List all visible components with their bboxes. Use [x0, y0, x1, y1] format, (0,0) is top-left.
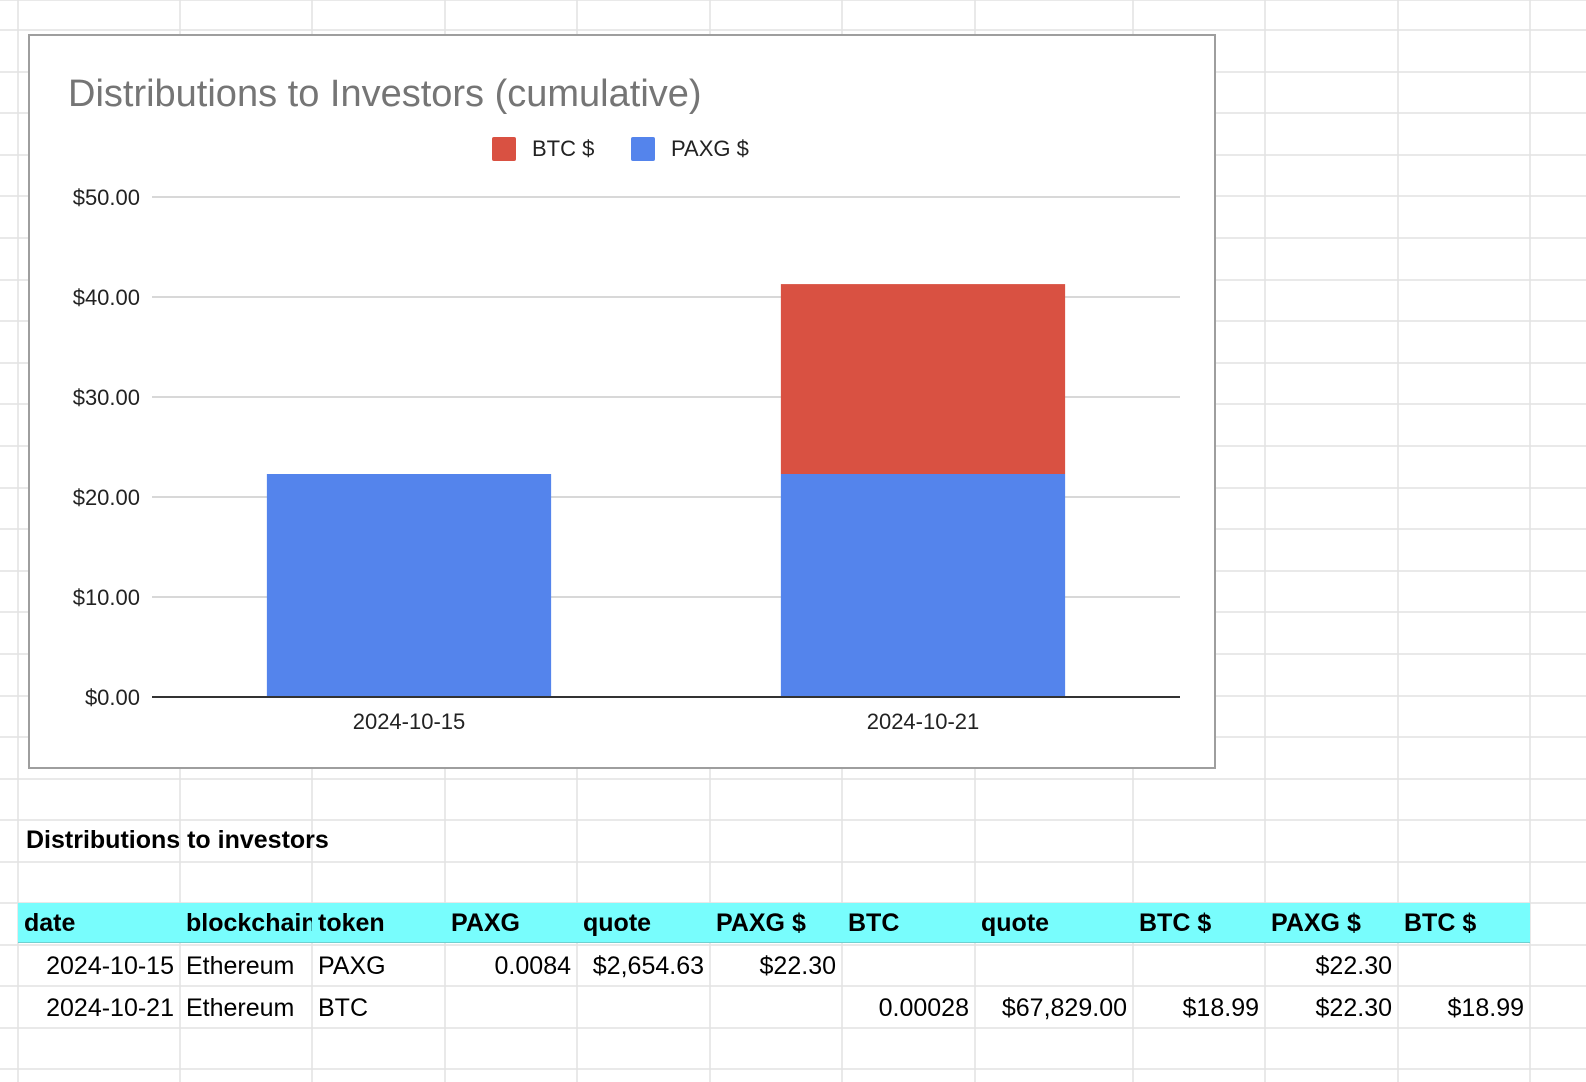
table-cell[interactable]: PAXG: [318, 952, 386, 980]
y-tick-label: $20.00: [73, 485, 140, 510]
bar-paxg-2024-10-15[interactable]: [266, 474, 552, 697]
header-cell[interactable]: BTC: [848, 909, 900, 937]
table-cell[interactable]: BTC: [318, 994, 368, 1022]
header-cell[interactable]: PAXG: [451, 909, 520, 937]
y-tick-label: $50.00: [73, 185, 140, 210]
table-cell[interactable]: $22.30: [1315, 994, 1392, 1022]
chart-container[interactable]: Distributions to Investors (cumulative) …: [28, 34, 1216, 769]
table-cell[interactable]: 0.00028: [878, 994, 969, 1022]
table-cell[interactable]: [975, 946, 1133, 986]
header-cell[interactable]: blockchain: [186, 909, 312, 937]
bar-paxg-2024-10-21[interactable]: [780, 474, 1066, 697]
header-cell[interactable]: token: [318, 909, 385, 937]
y-tick-label: $40.00: [73, 285, 140, 310]
table-cell[interactable]: $2,654.63: [592, 952, 704, 980]
table-cell[interactable]: [842, 946, 975, 986]
header-cell[interactable]: date: [24, 909, 76, 937]
y-axis-ticks: $0.00 $10.00 $20.00 $30.00 $40.00 $50.00: [73, 185, 140, 710]
header-cell[interactable]: quote: [981, 909, 1050, 937]
legend-label: PAXG $: [671, 136, 749, 161]
section-title: Distributions to investors: [26, 826, 329, 854]
table-cell[interactable]: 2024-10-15: [46, 952, 174, 980]
table-cell[interactable]: [1133, 946, 1265, 986]
chart-legend: BTC $ PAXG $: [492, 136, 749, 161]
table-cell[interactable]: [445, 988, 577, 1028]
table-cell[interactable]: [710, 988, 842, 1028]
table-cell[interactable]: Ethereum: [186, 952, 295, 980]
x-tick-label: 2024-10-15: [353, 709, 466, 734]
header-cell[interactable]: PAXG $: [716, 909, 806, 937]
bar-btc-2024-10-21[interactable]: [780, 284, 1066, 474]
y-tick-label: $10.00: [73, 585, 140, 610]
stacked-bar-chart: Distributions to Investors (cumulative) …: [68, 73, 1180, 734]
legend-swatch: [631, 137, 655, 161]
x-tick-label: 2024-10-21: [867, 709, 980, 734]
table-cell[interactable]: Ethereum: [186, 994, 295, 1022]
header-cell[interactable]: PAXG $: [1271, 909, 1361, 937]
header-cell[interactable]: BTC $: [1404, 909, 1477, 937]
header-cell[interactable]: quote: [583, 909, 652, 937]
table-row: 2024-10-15 Ethereum PAXG 0.0084 $2,654.63 $22…: [18, 946, 1530, 987]
y-tick-label: $0.00: [85, 685, 140, 710]
table-cell[interactable]: [577, 988, 710, 1028]
table-cell[interactable]: [1398, 946, 1530, 986]
table-row: 2024-10-21 Ethereum BTC 0.00028 $67,829.00 $1…: [18, 988, 1530, 1029]
header-cell[interactable]: BTC $: [1139, 909, 1212, 937]
table-cell[interactable]: $22.30: [759, 952, 836, 980]
table-cell[interactable]: $67,829.00: [1001, 994, 1127, 1022]
chart-title: Distributions to Investors (cumulative): [68, 73, 702, 115]
table-cell[interactable]: $18.99: [1182, 994, 1259, 1022]
y-tick-label: $30.00: [73, 385, 140, 410]
table-cell[interactable]: 0.0084: [494, 952, 571, 980]
chart-bars: [266, 284, 1066, 697]
legend-label: BTC $: [532, 136, 594, 161]
table-cell[interactable]: $22.30: [1315, 952, 1392, 980]
table-header-row: date blockchain token PAXG quote PAXG $ BTC quo…: [18, 903, 1530, 943]
table-cell[interactable]: 2024-10-21: [46, 994, 174, 1022]
x-axis-ticks: 2024-10-15 2024-10-21: [353, 709, 980, 734]
legend-swatch: [492, 137, 516, 161]
table-cell[interactable]: $18.99: [1447, 994, 1524, 1022]
